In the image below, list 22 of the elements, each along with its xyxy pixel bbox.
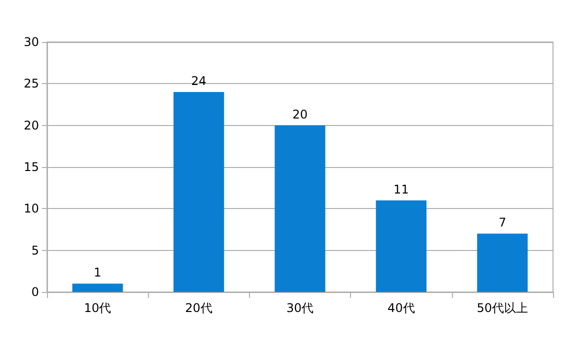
y-tick-label: 5 — [31, 243, 39, 258]
x-tick-label: 50代以上 — [476, 301, 528, 315]
data-label: 11 — [394, 182, 409, 196]
data-label: 24 — [191, 74, 206, 88]
y-tick-label: 25 — [24, 76, 39, 91]
y-tick-label: 0 — [31, 285, 39, 299]
bar — [477, 234, 528, 292]
x-tick-label: 40代 — [388, 301, 415, 315]
bar — [376, 200, 426, 292]
y-tick-label: 10 — [24, 202, 39, 216]
bar — [72, 284, 123, 292]
bar — [174, 92, 224, 292]
bar — [274, 125, 326, 292]
data-label: 7 — [498, 216, 506, 230]
x-tick-label: 10代 — [84, 301, 112, 315]
data-label: 1 — [94, 266, 102, 280]
y-tick-label: 20 — [24, 118, 39, 132]
x-tick-label: 20代 — [185, 301, 212, 315]
y-tick-label: 30 — [24, 35, 39, 49]
y-tick-label: 15 — [24, 160, 39, 174]
data-label: 20 — [292, 107, 308, 122]
x-tick-label: 30代 — [286, 301, 314, 315]
